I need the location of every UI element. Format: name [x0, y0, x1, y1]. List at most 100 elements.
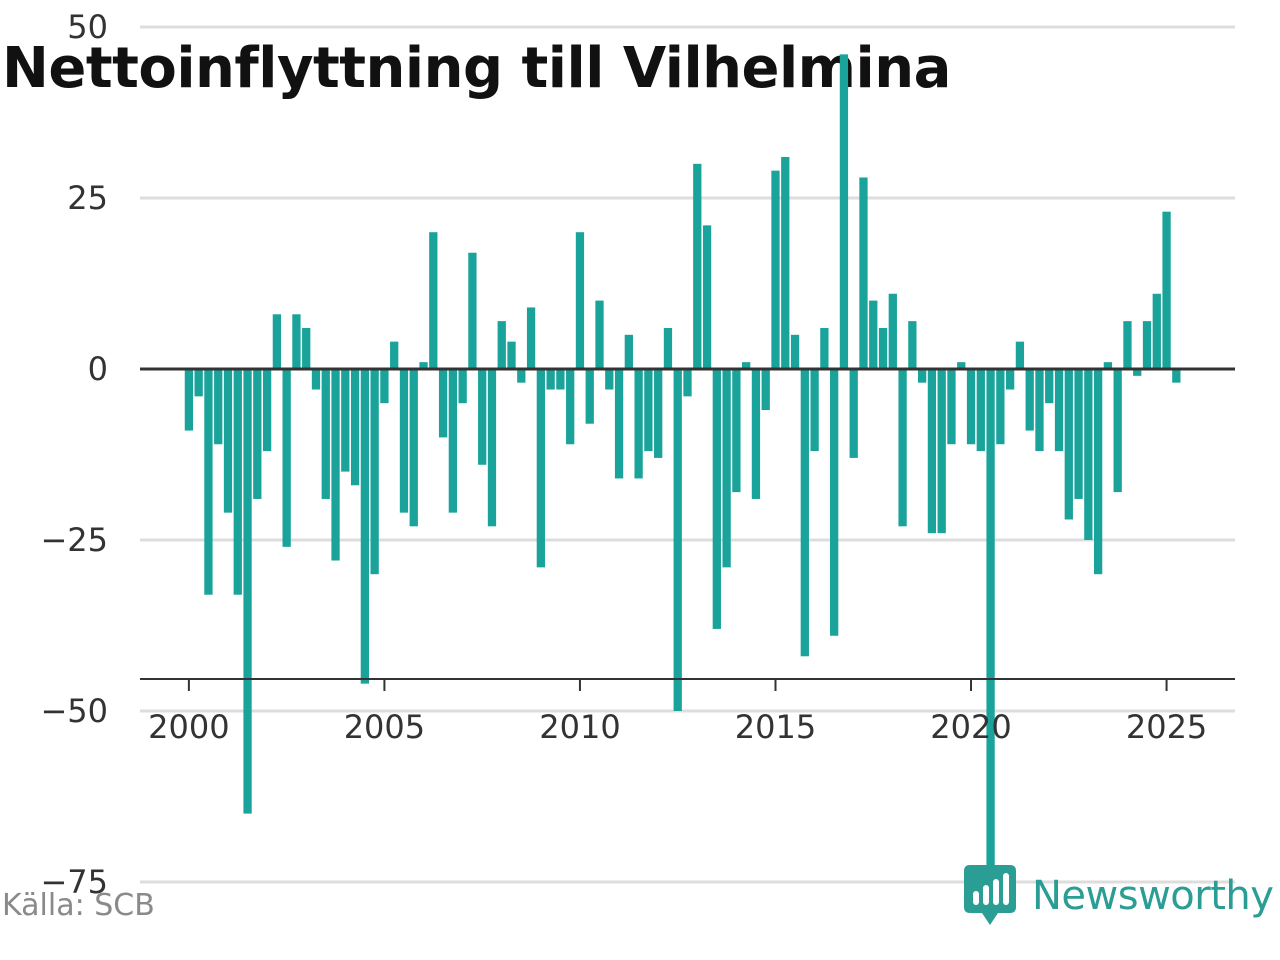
bar: [380, 369, 389, 404]
bar: [321, 369, 330, 499]
brand-logo: Newsworthy: [964, 864, 1274, 928]
bar: [390, 341, 399, 369]
bar: [595, 300, 604, 369]
bar: [614, 369, 624, 479]
bar: [996, 369, 1005, 445]
bar: [292, 314, 301, 369]
bar: [487, 369, 497, 527]
bar: [1093, 369, 1103, 575]
bar: [966, 369, 976, 445]
bar: [947, 369, 956, 445]
bar: [810, 369, 819, 452]
bar: [1035, 369, 1044, 452]
bar: [204, 369, 213, 595]
bar: [1172, 369, 1181, 383]
bar: [556, 369, 565, 390]
bar: [243, 369, 252, 814]
bar: [722, 369, 731, 568]
bar: [830, 369, 839, 636]
bar: [194, 369, 203, 397]
bar: [1142, 321, 1152, 369]
bar: [438, 369, 448, 438]
bar: [233, 369, 242, 595]
bar: [693, 163, 702, 369]
bar: [624, 334, 633, 369]
bar: [781, 156, 790, 369]
bar: [1152, 293, 1161, 369]
bar: [223, 369, 233, 513]
x-tick-label: 2000: [148, 708, 229, 746]
bar: [859, 177, 868, 369]
bar: [184, 369, 194, 431]
chart-title: Nettoinflyttning till Vilhelmina: [2, 36, 951, 101]
bar: [1074, 369, 1083, 499]
bar: [1084, 369, 1093, 540]
bar: [839, 54, 849, 370]
bar: [399, 369, 409, 513]
bar: [566, 369, 575, 445]
bar: [1045, 369, 1054, 404]
bar: [1064, 369, 1073, 520]
x-tick-label: 2025: [1126, 708, 1207, 746]
y-tick-label: 50: [67, 8, 108, 46]
y-tick-label: 25: [67, 179, 108, 217]
bar: [702, 225, 712, 369]
bar: [898, 369, 907, 527]
bar: [419, 362, 428, 369]
bar: [546, 369, 555, 390]
bar: [849, 369, 858, 458]
bar: [908, 321, 917, 369]
y-tick-label: −50: [40, 692, 108, 730]
bar: [820, 327, 829, 369]
x-tick-label: 2020: [930, 708, 1011, 746]
bar: [800, 369, 809, 657]
bar: [1025, 369, 1034, 431]
bar: [214, 369, 223, 445]
bar: [536, 369, 545, 568]
bar: [654, 369, 663, 458]
bar: [761, 369, 770, 411]
bar: [732, 369, 741, 493]
bar: [1015, 341, 1025, 369]
bar: [634, 369, 643, 479]
bar: [282, 369, 291, 547]
bar: [1162, 211, 1171, 369]
bar: [370, 369, 379, 575]
bar: [331, 369, 340, 561]
y-tick-label: −75: [40, 863, 108, 901]
bar: [918, 369, 927, 383]
bar: [262, 369, 272, 452]
bar: [429, 232, 438, 369]
bar: [350, 369, 360, 486]
bar: [1054, 369, 1064, 452]
bar: [409, 369, 418, 527]
bar: [1103, 362, 1113, 369]
bar: [663, 327, 673, 369]
bar: [888, 293, 897, 369]
bar: [751, 369, 761, 499]
bar: [302, 327, 311, 369]
y-tick-label: 0: [88, 350, 108, 388]
bar: [986, 369, 995, 910]
bar: [517, 369, 526, 383]
bar: [311, 369, 321, 390]
bar: [644, 369, 653, 452]
bar: [253, 369, 262, 499]
bar: [497, 321, 506, 369]
bars: [184, 54, 1181, 910]
bar: [341, 369, 350, 472]
bar: [1006, 369, 1015, 390]
y-tick-label: −25: [40, 521, 108, 559]
bar: [507, 341, 516, 369]
bar: [927, 369, 937, 534]
bar: [272, 314, 282, 369]
x-tick-label: 2005: [344, 708, 425, 746]
x-axis-ticks: 2000 2005 2010 2015 2020 2025: [148, 679, 1207, 746]
bar: [878, 327, 888, 369]
bar: [458, 369, 467, 404]
bar: [790, 334, 800, 369]
bar: [869, 300, 878, 369]
bar: [937, 369, 946, 534]
bar: [742, 362, 751, 369]
